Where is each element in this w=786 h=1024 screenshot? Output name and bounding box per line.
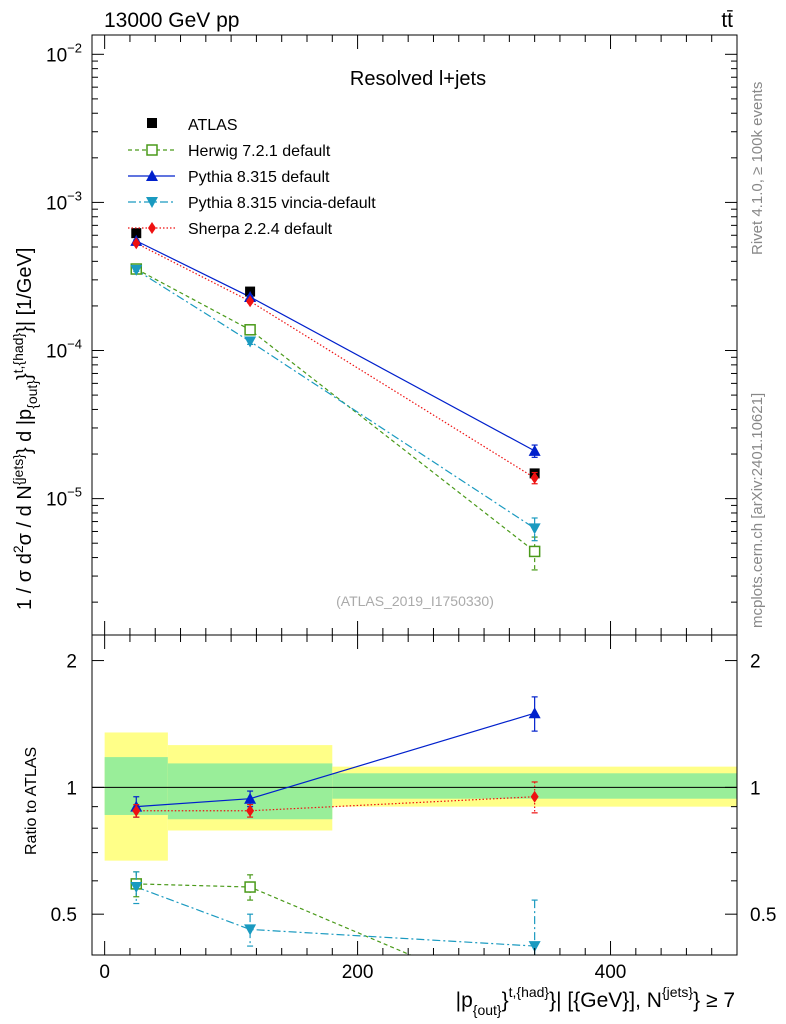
ratio-y-tick-label-right: 2 xyxy=(750,652,761,673)
herwig-7-2-1-default-point xyxy=(528,545,541,558)
ratio-sherpa-2-2-4-default-point xyxy=(530,790,539,803)
ratio-series-markers xyxy=(130,696,541,955)
legend-atlas-label: ATLAS xyxy=(188,117,238,134)
ratio-uncertainty-bands xyxy=(104,732,737,861)
ratio-pythia-8-315-vincia-default-point xyxy=(528,941,541,953)
pythia-8-315-vincia-default-point xyxy=(244,336,257,348)
ratio-pythia-8-315-default-point xyxy=(244,792,257,804)
main-y-ticks: 10−2 10−3 10−4 10−5 xyxy=(46,40,737,603)
ratio-x-tick-label: 0 xyxy=(99,962,110,983)
ratio-x-tick-label: 400 xyxy=(595,962,627,983)
sherpa-2-2-4-default-line xyxy=(135,242,535,479)
main-title: Resolved l+jets xyxy=(350,68,486,90)
reference-label: (ATLAS_2019_I1750330) xyxy=(336,593,494,609)
mcplots-label: mcplots.cern.ch [arXiv:2401.10621] xyxy=(749,393,766,628)
main-y-tick-label: 10−2 xyxy=(46,40,82,66)
ratio-sherpa-2-2-4-default-point xyxy=(246,804,255,817)
ratio-pythia-8-315-default-point xyxy=(528,707,541,719)
legend-herwig-marker xyxy=(146,144,158,156)
ratio-herwig-7-2-1-default-line xyxy=(136,883,413,955)
ratio-y-tick-label: 1 xyxy=(66,778,77,799)
legend-sherpa-marker xyxy=(148,222,156,234)
ratio-panel: 0.5 0.5 1 1 2 2 0 200 400 Ratio to ATLAS |p{out… xyxy=(23,634,776,1018)
legend-vincia-marker xyxy=(146,197,158,208)
legend-pythia-marker xyxy=(146,170,158,181)
sherpa-2-2-4-default-point xyxy=(132,237,141,250)
legend-herwig-label: Herwig 7.2.1 default xyxy=(188,143,331,160)
main-series-markers xyxy=(130,228,541,571)
ratio-x-tick-label: 200 xyxy=(342,962,374,983)
pythia-8-315-vincia-default-line xyxy=(135,269,535,529)
main-y-tick-label: 10−4 xyxy=(46,337,82,363)
main-series-lines xyxy=(135,240,536,552)
ratio-y-tick-label-right: 1 xyxy=(750,778,761,799)
legend-entry-atlas: ATLAS xyxy=(147,117,238,134)
ratio-sherpa-2-2-4-default-point xyxy=(132,804,141,817)
pythia-8-315-default-point xyxy=(528,444,541,456)
legend-vincia-label: Pythia 8.315 vincia-default xyxy=(188,195,376,212)
main-y-axis-label: 1 / σ d2σ / d N{jets}} d |p{out}}t,{had}… xyxy=(10,248,40,610)
sherpa-2-2-4-default-point xyxy=(246,295,255,308)
atlas-point xyxy=(131,228,142,239)
legend-atlas-marker xyxy=(147,118,157,128)
legend-entry-vincia: Pythia 8.315 vincia-default xyxy=(128,195,376,212)
main-panel: 10−2 10−3 10−4 10−5 Resolved l+jets (ATLAS_… xyxy=(10,34,738,636)
ratio-y-tick-label: 0.5 xyxy=(51,905,77,926)
main-y-tick-label: 10−3 xyxy=(46,188,82,214)
legend: ATLAS Herwig 7.2.1 default Pythia 8.315 … xyxy=(128,117,376,238)
ratio-y-tick-label: 2 xyxy=(66,652,77,673)
ratio-y-tick-label-right: 0.5 xyxy=(750,905,776,926)
rivet-label: Rivet 4.1.0, ≥ 100k events xyxy=(749,82,766,255)
herwig-7-2-1-default-line xyxy=(135,268,536,552)
herwig-7-2-1-default-point xyxy=(244,324,256,336)
ratio-pythia-8-315-vincia-default-point xyxy=(130,882,143,894)
ratio-pythia-8-315-vincia-default-point xyxy=(244,924,257,936)
legend-entry-pythia: Pythia 8.315 default xyxy=(128,169,330,186)
pythia-8-315-default-line xyxy=(135,240,535,452)
legend-entry-herwig: Herwig 7.2.1 default xyxy=(128,143,331,160)
legend-pythia-label: Pythia 8.315 default xyxy=(188,169,330,186)
energy-label: 13000 GeV pp xyxy=(104,9,239,32)
legend-entry-sherpa: Sherpa 2.2.4 default xyxy=(128,221,333,238)
ratio-plot-frame xyxy=(91,634,738,956)
pythia-8-315-vincia-default-point xyxy=(528,523,541,535)
ratio-x-ticks: 0 200 400 xyxy=(99,635,738,983)
legend-sherpa-label: Sherpa 2.2.4 default xyxy=(188,221,333,238)
process-label: tt̄ xyxy=(721,9,733,32)
sherpa-2-2-4-default-point xyxy=(530,471,539,484)
main-x-ticks xyxy=(104,35,738,635)
pythia-8-315-vincia-default-point xyxy=(130,264,143,276)
ratio-pythia-8-315-vincia-default-line xyxy=(136,886,535,947)
main-y-tick-label: 10−5 xyxy=(46,485,82,511)
ratio-herwig-7-2-1-default-point xyxy=(244,881,256,893)
x-axis-label: |p{out}}t,{had}}| [{GeV}], N{jets}} ≥ 7 xyxy=(456,984,735,1018)
ratio-y-axis-label: Ratio to ATLAS xyxy=(23,747,40,855)
